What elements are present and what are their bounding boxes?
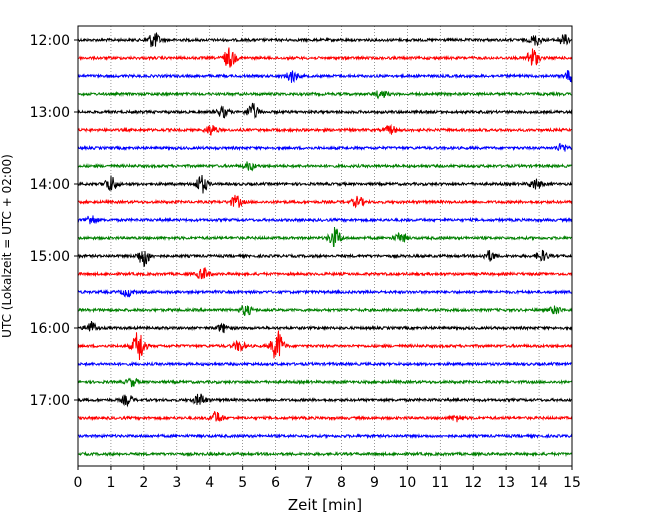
seismic-traces xyxy=(77,32,573,458)
y-tick-label: 15:00 xyxy=(30,249,70,265)
seismic-trace xyxy=(77,47,573,68)
seismic-trace xyxy=(77,410,573,423)
seismic-trace xyxy=(77,123,573,136)
seismic-trace xyxy=(77,450,573,458)
seismic-trace xyxy=(77,305,573,317)
seismic-trace xyxy=(77,215,573,225)
y-axis-ticks: 12:00 13:00 14:00 15:00 16:00 17:00 xyxy=(30,33,78,409)
plot-frame xyxy=(77,25,573,467)
seismic-trace xyxy=(77,360,573,368)
x-tick-label: 4 xyxy=(205,475,214,491)
seismic-trace xyxy=(77,377,573,388)
y-tick-label: 17:00 xyxy=(30,393,70,409)
seismic-trace xyxy=(77,161,573,172)
x-axis-ticks: 0 1 2 3 4 5 6 7 8 9 10 11 12 13 14 15 xyxy=(74,466,581,491)
x-tick-label: 14 xyxy=(530,475,548,491)
seismic-trace xyxy=(77,102,573,120)
seismic-trace xyxy=(77,90,573,100)
seismic-trace xyxy=(77,288,573,298)
seismic-trace xyxy=(77,194,573,209)
x-tick-label: 5 xyxy=(238,475,247,491)
seismic-trace xyxy=(77,226,573,248)
x-tick-label: 11 xyxy=(431,475,449,491)
y-tick-label: 12:00 xyxy=(30,33,70,49)
y-tick-label: 13:00 xyxy=(30,105,70,121)
minute-grid xyxy=(110,26,540,466)
seismic-trace xyxy=(77,393,573,408)
x-tick-label: 0 xyxy=(74,475,83,491)
y-tick-label: 16:00 xyxy=(30,321,70,337)
x-tick-label: 1 xyxy=(106,475,115,491)
x-tick-label: 7 xyxy=(304,475,313,491)
seismic-trace xyxy=(77,330,573,361)
y-tick-label: 14:00 xyxy=(30,177,70,193)
x-tick-label: 12 xyxy=(464,475,482,491)
seismic-trace xyxy=(77,142,573,152)
x-axis-label: Zeit [min] xyxy=(288,496,362,514)
x-tick-label: 15 xyxy=(563,475,581,491)
x-tick-label: 8 xyxy=(337,475,346,491)
x-tick-label: 6 xyxy=(271,475,280,491)
seismic-trace xyxy=(77,70,573,83)
x-tick-label: 3 xyxy=(172,475,181,491)
x-tick-label: 13 xyxy=(497,475,515,491)
seismic-trace xyxy=(77,320,573,334)
x-tick-label: 10 xyxy=(398,475,416,491)
seismic-trace xyxy=(77,32,573,48)
seismic-trace xyxy=(77,249,573,268)
seismic-trace xyxy=(77,174,573,194)
seismic-trace xyxy=(77,267,573,280)
x-tick-label: 9 xyxy=(370,475,379,491)
seismic-trace xyxy=(77,432,573,440)
y-axis-label: UTC (Lokalzeit = UTC + 02:00) xyxy=(0,154,14,338)
x-tick-label: 2 xyxy=(139,475,148,491)
